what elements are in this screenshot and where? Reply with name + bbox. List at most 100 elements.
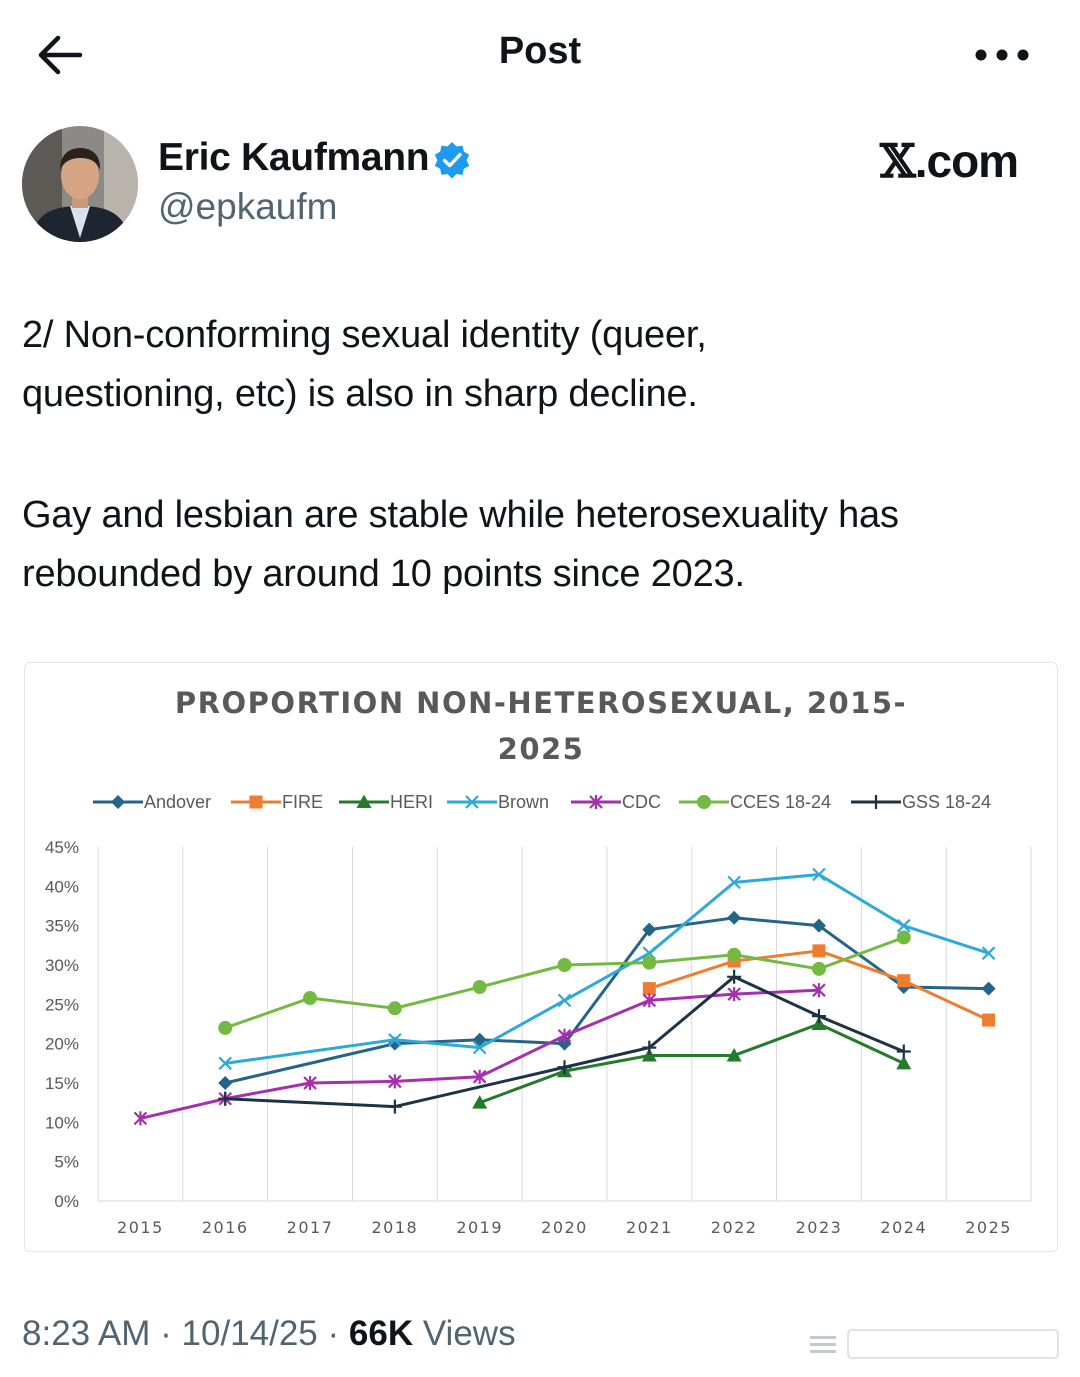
data-point xyxy=(642,993,657,1008)
data-point xyxy=(642,955,657,970)
post-line: 2/ Non-conforming sexual identity (queer… xyxy=(22,314,707,356)
legend-label: CCES 18-24 xyxy=(730,792,831,812)
post-meta: 8:23 AM · 10/14/25 · 66K Views xyxy=(22,1314,516,1354)
brand-logo: 𝕏.com xyxy=(880,134,1019,188)
data-point xyxy=(982,1013,996,1027)
data-point xyxy=(387,1099,402,1114)
data-point xyxy=(356,794,372,808)
y-tick-label: 15% xyxy=(45,1074,79,1093)
legend-label: Andover xyxy=(144,792,211,812)
data-point xyxy=(388,1032,402,1047)
arrow-left-icon[interactable] xyxy=(34,32,84,78)
legend-label: CDC xyxy=(622,792,661,812)
data-point xyxy=(218,1056,233,1071)
data-point xyxy=(726,1047,742,1062)
data-point xyxy=(249,795,263,809)
data-point xyxy=(811,1009,826,1024)
data-point xyxy=(387,1001,402,1016)
data-point xyxy=(697,795,711,809)
post-text: 2/ Non-conforming sexual identity (queer… xyxy=(22,306,1062,604)
top-bar: Post xyxy=(0,0,1080,110)
line-chart: PROPORTION NON-HETEROSEXUAL, 2015- 2025 0%… xyxy=(45,686,1032,1237)
data-point xyxy=(218,1020,233,1035)
data-point xyxy=(727,910,742,925)
y-tick-label: 40% xyxy=(45,877,79,896)
author-name[interactable]: Eric Kaufmann xyxy=(158,136,430,179)
data-point xyxy=(896,930,911,945)
chart-image[interactable]: PROPORTION NON-HETEROSEXUAL, 2015- 2025 0%… xyxy=(24,662,1058,1252)
data-point xyxy=(303,1076,317,1090)
chart-title: PROPORTION NON-HETEROSEXUAL, 2015- xyxy=(175,686,907,720)
x-tick-label: 2020 xyxy=(541,1218,588,1237)
y-tick-label: 35% xyxy=(45,917,79,936)
meta-separator: · xyxy=(150,1314,182,1353)
data-point xyxy=(557,1028,572,1043)
x-tick-label: 2017 xyxy=(287,1218,334,1237)
legend-label: HERI xyxy=(390,792,433,812)
data-point xyxy=(557,1036,572,1051)
data-point xyxy=(472,1040,487,1055)
data-point xyxy=(557,1060,572,1075)
data-point xyxy=(727,987,741,1002)
watermark-decoration xyxy=(810,1329,1059,1359)
brand-domain: .com xyxy=(914,135,1019,187)
data-point xyxy=(589,795,603,809)
data-point xyxy=(557,958,572,972)
y-tick-label: 25% xyxy=(45,995,79,1014)
data-point xyxy=(812,867,826,882)
views-label: Views xyxy=(413,1314,516,1353)
data-point xyxy=(811,961,826,976)
x-tick-label: 2018 xyxy=(372,1218,419,1237)
x-tick-label: 2025 xyxy=(965,1218,1012,1237)
data-point xyxy=(472,980,487,995)
y-tick-label: 10% xyxy=(45,1113,79,1132)
data-point xyxy=(727,875,741,890)
x-tick-label: 2015 xyxy=(117,1218,164,1237)
data-point xyxy=(896,1044,911,1059)
y-tick-label: 30% xyxy=(45,956,79,975)
data-point xyxy=(218,1076,233,1090)
post-line: rebounded by around 10 points since 2023… xyxy=(22,553,745,595)
series-line xyxy=(224,936,905,1030)
views-count: 66K xyxy=(348,1314,414,1353)
data-point xyxy=(303,991,318,1006)
post-date[interactable]: 10/14/25 xyxy=(181,1314,318,1353)
data-point xyxy=(111,795,125,809)
data-point xyxy=(218,1091,233,1106)
data-point xyxy=(981,946,996,960)
x-tick-label: 2016 xyxy=(202,1218,249,1237)
legend-label: Brown xyxy=(498,792,549,812)
data-point xyxy=(896,918,911,933)
data-point xyxy=(388,1074,402,1089)
y-tick-label: 20% xyxy=(45,1035,79,1054)
data-point xyxy=(472,1069,487,1084)
x-logo-icon: 𝕏 xyxy=(880,134,916,188)
post-time[interactable]: 8:23 AM xyxy=(22,1314,151,1353)
data-point xyxy=(133,1111,148,1126)
more-dots-icon[interactable] xyxy=(974,48,1030,62)
data-point xyxy=(811,918,826,933)
x-tick-label: 2019 xyxy=(456,1218,503,1237)
post-line: questioning, etc) is also in sharp decli… xyxy=(22,373,698,415)
x-tick-label: 2022 xyxy=(711,1218,758,1237)
page-title: Post xyxy=(498,30,582,72)
data-point xyxy=(641,1047,657,1062)
verified-badge-icon xyxy=(434,142,470,179)
legend-label: GSS 18-24 xyxy=(902,792,991,812)
x-tick-label: 2023 xyxy=(796,1218,843,1237)
author-handle[interactable]: @epkaufm xyxy=(158,186,338,227)
x-tick-label: 2024 xyxy=(880,1218,927,1237)
data-point xyxy=(896,1055,912,1070)
post-line: Gay and lesbian are stable while heteros… xyxy=(22,494,899,536)
data-point xyxy=(981,981,996,996)
x-tick-label: 2021 xyxy=(626,1218,673,1237)
data-point xyxy=(812,983,826,998)
data-point xyxy=(869,795,883,809)
data-point xyxy=(642,982,656,996)
chart-title: 2025 xyxy=(498,732,585,766)
data-point xyxy=(472,1032,487,1047)
data-point xyxy=(897,974,911,988)
avatar[interactable] xyxy=(22,126,138,242)
data-point xyxy=(465,795,479,809)
data-point xyxy=(557,993,572,1008)
